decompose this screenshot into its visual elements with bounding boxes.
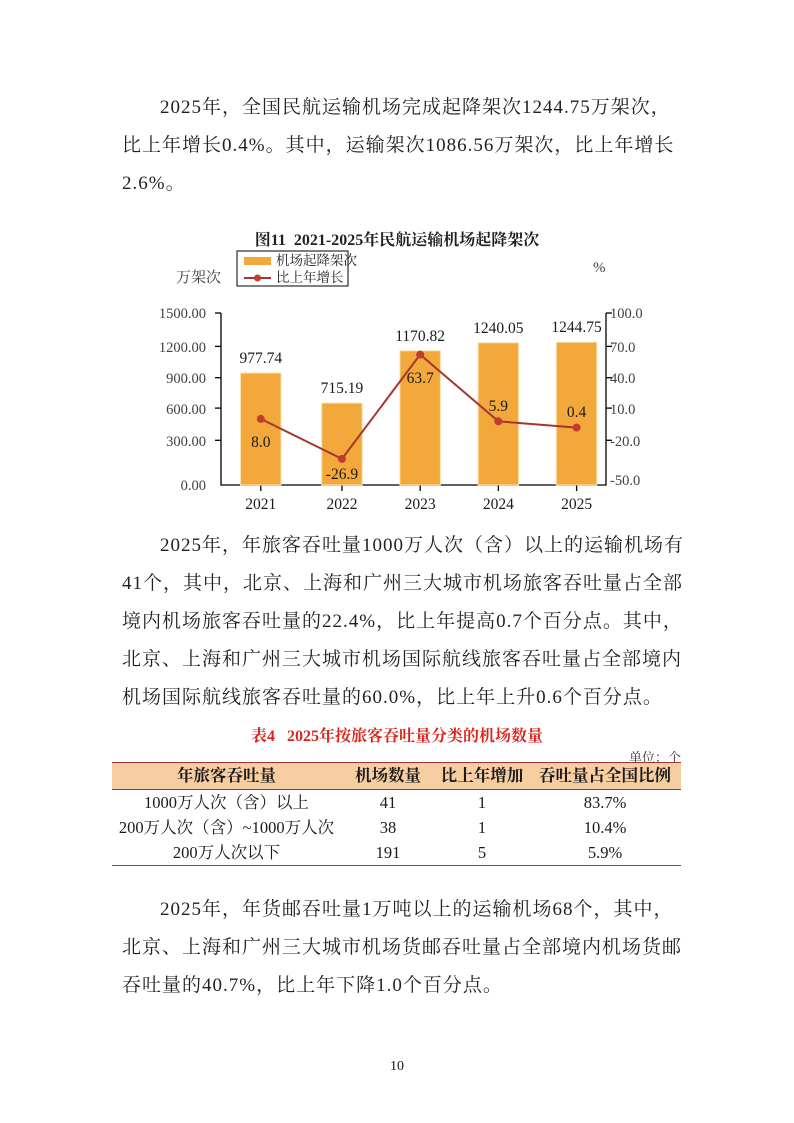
svg-text:100.0: 100.0 — [610, 306, 643, 322]
svg-text:10.0: 10.0 — [610, 402, 635, 418]
svg-text:900.00: 900.00 — [166, 371, 206, 387]
svg-text:1244.75: 1244.75 — [551, 319, 602, 336]
svg-text:-50.0: -50.0 — [610, 473, 640, 489]
svg-text:63.7: 63.7 — [407, 370, 434, 387]
svg-text:715.19: 715.19 — [321, 380, 364, 397]
svg-text:2021: 2021 — [245, 496, 276, 513]
svg-text:2023: 2023 — [405, 496, 436, 513]
svg-text:2024: 2024 — [483, 496, 514, 513]
svg-text:0.00: 0.00 — [181, 478, 206, 494]
svg-text:2025: 2025 — [561, 496, 592, 513]
svg-text:机场起降架次: 机场起降架次 — [276, 252, 357, 268]
svg-text:70.0: 70.0 — [610, 340, 635, 356]
svg-text:5.9: 5.9 — [489, 398, 509, 415]
svg-text:1500.00: 1500.00 — [159, 306, 206, 322]
svg-text:1240.05: 1240.05 — [473, 320, 524, 337]
svg-text:2022: 2022 — [326, 496, 357, 513]
svg-text:8.0: 8.0 — [251, 434, 271, 451]
svg-text:%: % — [593, 260, 606, 276]
svg-text:1200.00: 1200.00 — [159, 340, 206, 356]
svg-text:0.4: 0.4 — [567, 404, 587, 421]
svg-text:比上年增长: 比上年增长 — [276, 269, 344, 285]
svg-text:977.74: 977.74 — [239, 350, 282, 367]
svg-text:万架次: 万架次 — [176, 268, 221, 286]
svg-text:300.00: 300.00 — [166, 434, 206, 450]
svg-text:-20.0: -20.0 — [610, 434, 640, 450]
svg-text:600.00: 600.00 — [166, 402, 206, 418]
svg-text:1170.82: 1170.82 — [395, 328, 445, 345]
svg-text:-26.9: -26.9 — [326, 466, 359, 483]
svg-text:40.0: 40.0 — [610, 371, 635, 387]
